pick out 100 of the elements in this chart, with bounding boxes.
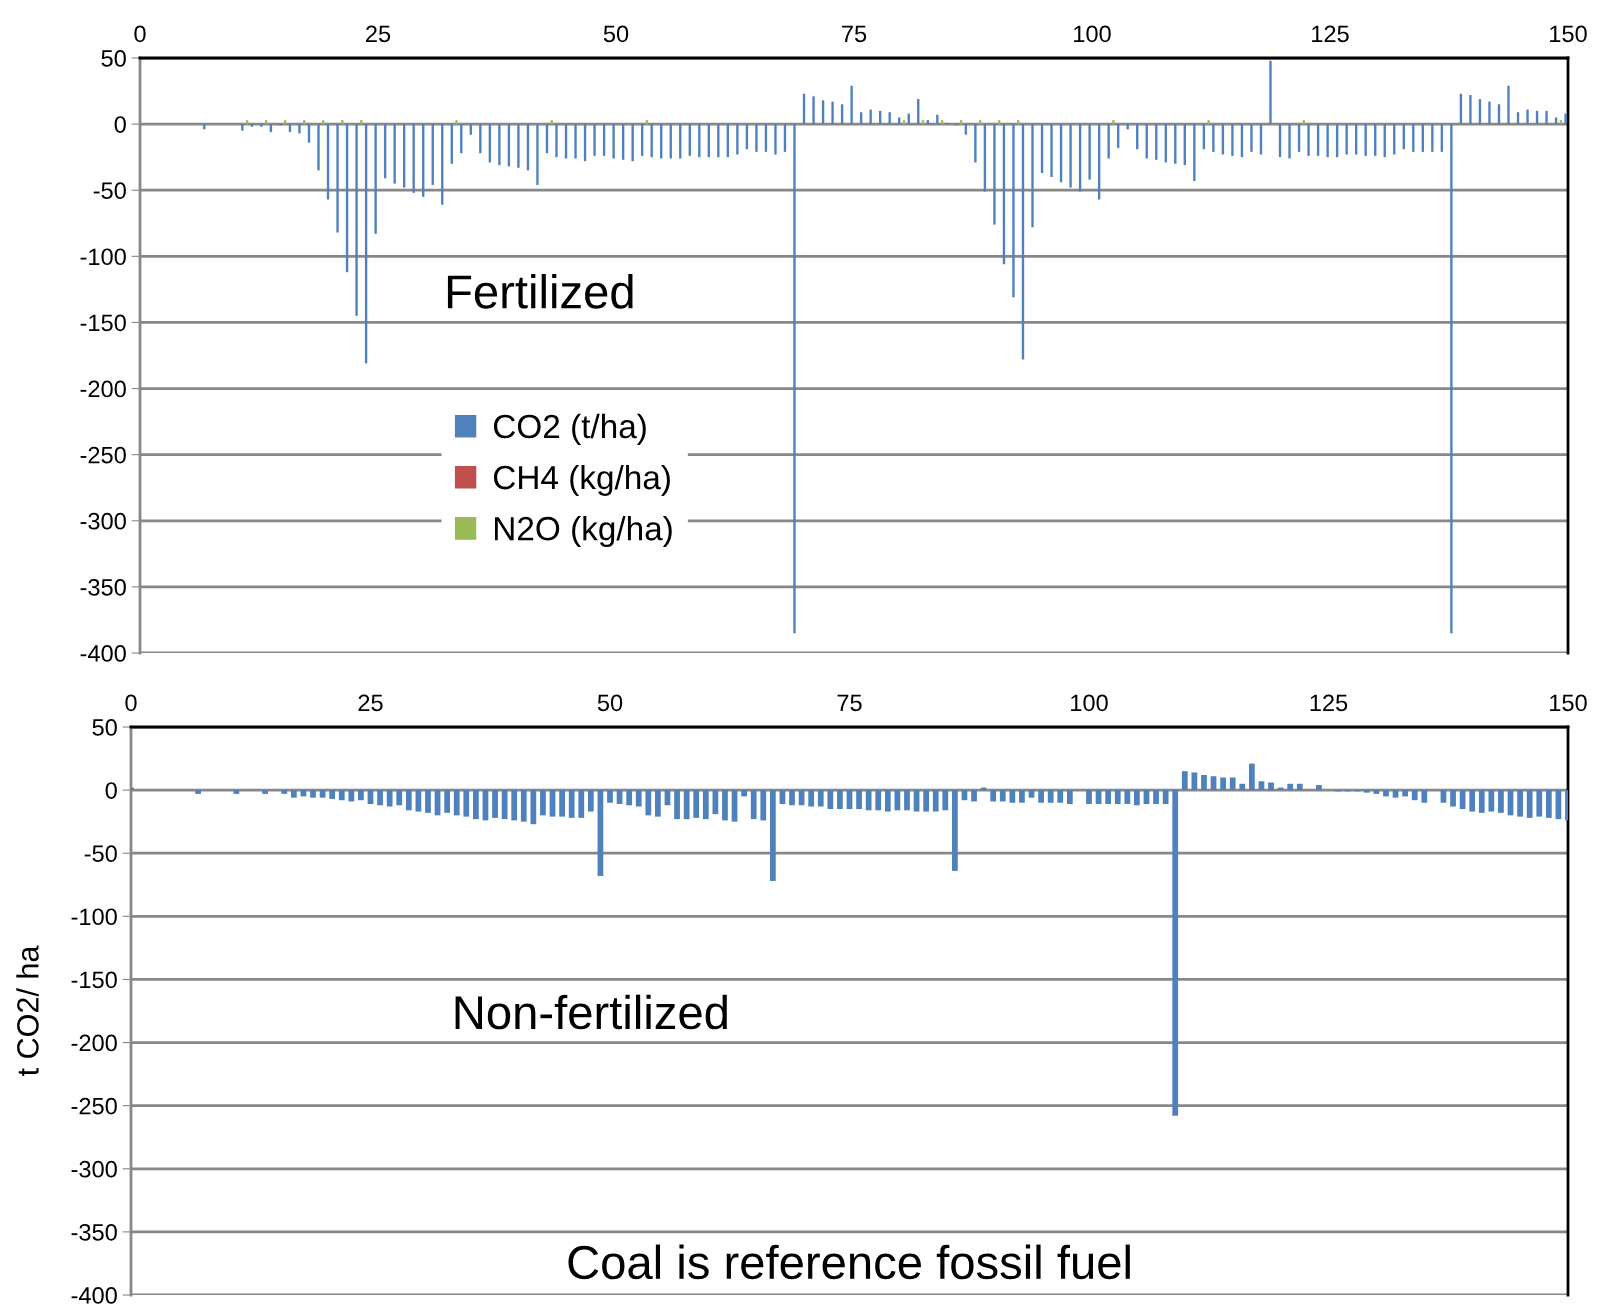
- bar: [1526, 790, 1533, 818]
- bar: [1326, 124, 1329, 158]
- bar: [1498, 790, 1504, 813]
- bar: [1088, 124, 1091, 180]
- bar: [520, 790, 527, 822]
- bar: [1450, 124, 1453, 634]
- bar: [789, 790, 795, 806]
- bar: [817, 790, 824, 807]
- bar: [358, 790, 364, 801]
- bar: [1028, 790, 1035, 798]
- bar: [1507, 85, 1510, 125]
- bar: [1526, 109, 1529, 125]
- bar: [281, 790, 288, 794]
- bar: [974, 124, 977, 163]
- bar: [808, 790, 815, 807]
- bar: [336, 124, 339, 233]
- bar: [1229, 777, 1236, 791]
- bar: [348, 790, 355, 802]
- x-tick-label: 75: [842, 25, 867, 43]
- y-tick-label: 0: [114, 116, 126, 133]
- bar: [555, 124, 558, 158]
- bar: [492, 790, 498, 818]
- annotation: Fertilized: [447, 273, 633, 309]
- bar: [1105, 790, 1112, 804]
- bar: [607, 790, 613, 803]
- bar: [1193, 124, 1196, 181]
- y-tick-label: -300: [71, 1160, 117, 1178]
- bar: [425, 790, 431, 813]
- y-tick-label: -400: [80, 645, 126, 662]
- bar: [769, 790, 776, 881]
- bar: [1201, 774, 1207, 791]
- y-tick-label: -200: [71, 1034, 117, 1052]
- bar: [568, 790, 575, 818]
- bar: [317, 124, 320, 171]
- bar: [1112, 120, 1115, 125]
- bar: [1047, 790, 1054, 803]
- bar: [1268, 782, 1274, 791]
- bar: [1316, 785, 1322, 791]
- bar: [741, 790, 747, 797]
- bar: [1488, 790, 1495, 812]
- bar: [717, 124, 720, 158]
- bar: [536, 124, 539, 185]
- bar: [396, 790, 403, 806]
- bar: [1134, 790, 1140, 806]
- bar: [990, 790, 997, 802]
- bar: [1269, 60, 1272, 125]
- x-tick-label: 0: [134, 25, 146, 43]
- bar: [942, 790, 949, 811]
- annotation: Coal is reference fossil fuel: [568, 1244, 1130, 1280]
- y-tick-label: -350: [71, 1223, 117, 1241]
- x-tick-label: 125: [1312, 25, 1349, 43]
- bar: [393, 124, 396, 184]
- y-tick-label: -100: [80, 248, 126, 266]
- bar: [674, 790, 680, 820]
- bar: [1469, 95, 1472, 125]
- bar: [1431, 124, 1434, 152]
- y-tick-label: 50: [101, 50, 126, 67]
- bar: [655, 790, 661, 817]
- bar: [473, 790, 479, 820]
- y-tick-label: -150: [80, 314, 126, 332]
- bar: [736, 124, 739, 155]
- bar: [377, 790, 383, 806]
- bar: [360, 120, 363, 125]
- bar: [827, 790, 834, 810]
- x-tick-label: 150: [1550, 694, 1587, 712]
- bar: [386, 790, 393, 807]
- bar: [1066, 790, 1073, 804]
- bar: [1038, 790, 1044, 803]
- bar: [831, 101, 834, 125]
- bar: [1124, 790, 1131, 804]
- bar: [702, 790, 709, 820]
- bar: [693, 790, 700, 818]
- x-tick-label: 50: [597, 694, 623, 712]
- bar: [195, 790, 201, 794]
- bar: [463, 790, 470, 817]
- bar: [1220, 777, 1226, 791]
- bar: [1545, 790, 1552, 818]
- bar: [1019, 790, 1025, 803]
- bar: [993, 124, 996, 225]
- bar: [241, 124, 244, 131]
- bar: [355, 124, 358, 316]
- y-tick-label: -250: [80, 446, 126, 464]
- bar: [1250, 124, 1253, 152]
- x-tick-label: 100: [1071, 694, 1108, 712]
- bar: [635, 790, 642, 807]
- bar: [1050, 124, 1053, 177]
- bar: [1373, 790, 1380, 794]
- bar: [233, 790, 240, 794]
- y-tick-label: -200: [80, 380, 126, 398]
- bar: [932, 790, 939, 812]
- bar: [626, 790, 633, 806]
- bar: [722, 790, 728, 821]
- bar: [1402, 790, 1409, 797]
- bar: [999, 790, 1006, 802]
- bar: [1478, 790, 1485, 813]
- legend-label: CO2 (t/ha): [493, 413, 646, 445]
- bar: [260, 124, 263, 127]
- x-tick-label: 25: [366, 25, 391, 43]
- bar: [517, 124, 520, 168]
- bar: [310, 790, 316, 798]
